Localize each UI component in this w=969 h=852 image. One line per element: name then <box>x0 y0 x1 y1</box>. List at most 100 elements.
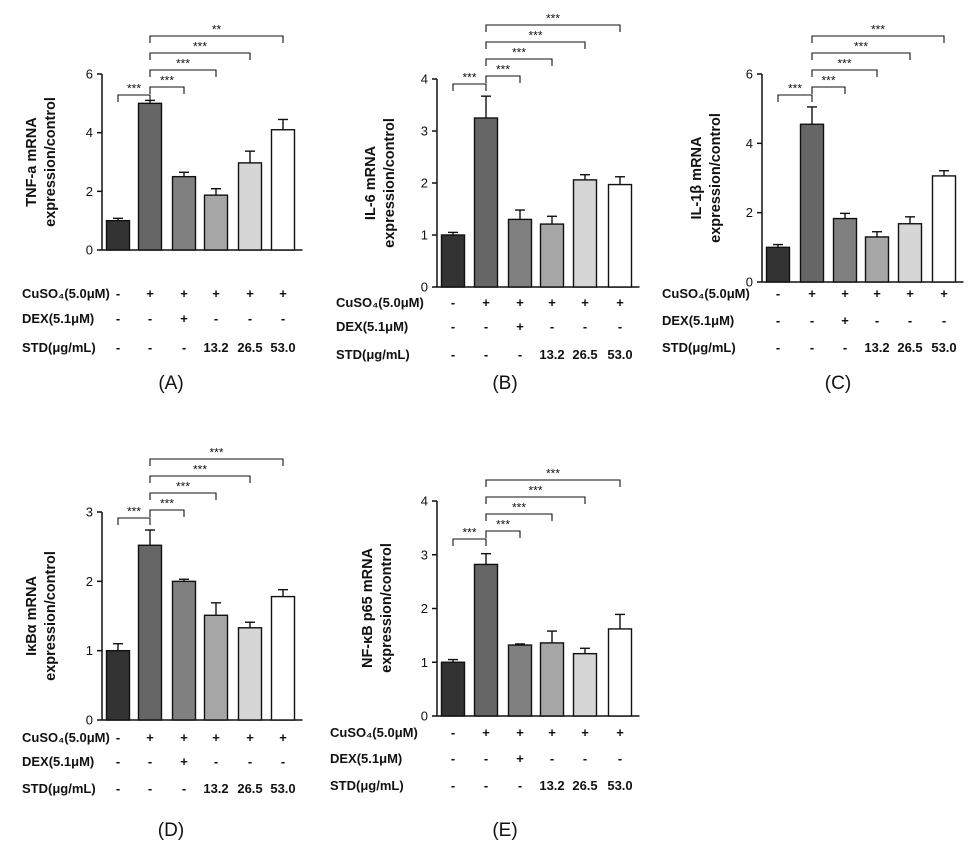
treatment-cell: - <box>484 778 488 793</box>
significance-bracket <box>452 538 487 546</box>
treatment-cell: + <box>212 730 220 745</box>
treatment-cell: + <box>808 286 816 301</box>
significance-bracket <box>149 35 284 43</box>
chart-panel-e: 0 1 2 3 4 NF-κB p65 mRNA expression/control ***… <box>330 467 640 841</box>
treatment-cell: - <box>182 781 186 796</box>
treatment-cell: + <box>548 295 556 310</box>
y-axis-title-line: expression/control <box>379 543 395 673</box>
bar-5 <box>607 628 633 717</box>
treatment-cell: 53.0 <box>270 781 295 796</box>
y-axis-title-line: IL-6 mRNA <box>363 145 379 220</box>
bar-4 <box>897 223 923 283</box>
treatment-cell: + <box>180 286 188 301</box>
significance-bracket <box>811 69 878 77</box>
bar-2 <box>832 217 858 283</box>
treatment-cell: - <box>942 313 946 328</box>
significance-bracket <box>485 58 553 66</box>
treatment-row-label: DEX(5.1μM) <box>330 751 402 766</box>
significance-label: *** <box>193 40 207 54</box>
significance-bracket <box>485 513 553 521</box>
significance-label: *** <box>788 82 802 96</box>
treatment-cell: - <box>484 751 488 766</box>
treatment-cell: + <box>180 311 188 326</box>
treatment-row-label: STD(μg/mL) <box>22 340 96 355</box>
treatment-cell: - <box>843 340 847 355</box>
treatment-cell: 13.2 <box>203 781 228 796</box>
y-tick-label: 4 <box>421 72 428 87</box>
y-tick-label: 3 <box>421 124 428 139</box>
y-axis-title-line: IL-1β mRNA <box>689 136 705 219</box>
bar-0 <box>440 234 466 288</box>
treatment-cell: 53.0 <box>270 340 295 355</box>
treatment-cell: - <box>116 286 120 301</box>
treatment-cell: - <box>908 313 912 328</box>
treatment-cell: + <box>581 295 589 310</box>
y-tick-label: 0 <box>421 280 428 295</box>
significance-bracket <box>149 69 217 77</box>
treatment-cell: + <box>180 730 188 745</box>
significance-bracket <box>149 458 284 466</box>
treatment-row-label: CuSO₄(5.0μM) <box>662 286 750 301</box>
significance-bracket <box>811 35 945 43</box>
y-tick-label: 4 <box>746 136 753 151</box>
panel-label: (B) <box>492 373 517 394</box>
bar-0 <box>765 246 791 283</box>
treatment-cell: + <box>940 286 948 301</box>
treatment-cell: + <box>482 295 490 310</box>
treatment-row-label: STD(μg/mL) <box>22 781 96 796</box>
bar-4 <box>237 162 263 251</box>
y-axis-title-line: NF-κB p65 mRNA <box>360 547 376 668</box>
y-axis-title-line: expression/control <box>382 118 398 248</box>
significance-bracket <box>149 509 185 517</box>
treatment-row-label: CuSO₄(5.0μM) <box>22 286 110 301</box>
panel-label: (A) <box>158 373 183 394</box>
bar-0 <box>105 649 131 721</box>
y-tick-label: 1 <box>421 655 428 670</box>
treatment-row-label: DEX(5.1μM) <box>336 319 408 334</box>
treatment-row-label: CuSO₄(5.0μM) <box>330 725 418 740</box>
bar-5 <box>607 183 633 288</box>
significance-label: *** <box>512 46 526 60</box>
treatment-row-label: CuSO₄(5.0μM) <box>336 295 424 310</box>
significance-bracket <box>117 94 151 102</box>
significance-bracket <box>485 75 521 83</box>
treatment-cell: - <box>776 340 780 355</box>
bar-1 <box>799 123 825 283</box>
treatment-cell: - <box>618 751 622 766</box>
y-tick-label: 4 <box>421 494 428 509</box>
treatment-cell: - <box>148 781 152 796</box>
significance-label: *** <box>496 63 510 77</box>
treatment-cell: + <box>616 295 624 310</box>
treatment-cell: - <box>148 754 152 769</box>
significance-bracket <box>485 24 621 32</box>
treatment-cell: + <box>841 286 849 301</box>
y-tick-label: 2 <box>421 176 428 191</box>
treatment-cell: + <box>841 313 849 328</box>
y-tick-label: 6 <box>86 67 93 82</box>
significance-bracket <box>811 86 846 94</box>
treatment-cell: 53.0 <box>607 778 632 793</box>
bar-0 <box>105 219 131 251</box>
bar-4 <box>572 652 598 717</box>
treatment-cell: + <box>906 286 914 301</box>
treatment-cell: - <box>281 754 285 769</box>
y-tick-label: 0 <box>421 709 428 724</box>
bar-5 <box>270 129 296 251</box>
treatment-row-label: DEX(5.1μM) <box>22 311 94 326</box>
bar-2 <box>171 580 197 721</box>
significance-bracket <box>117 517 151 525</box>
treatment-cell: - <box>451 725 455 740</box>
treatment-cell: + <box>873 286 881 301</box>
significance-bracket <box>777 94 813 102</box>
treatment-cell: 53.0 <box>607 347 632 362</box>
treatment-cell: + <box>616 725 624 740</box>
treatment-cell: - <box>116 754 120 769</box>
significance-label: *** <box>528 29 542 43</box>
bar-1 <box>137 102 163 251</box>
treatment-cell: - <box>116 730 120 745</box>
y-tick-label: 3 <box>86 505 93 520</box>
treatment-cell: + <box>516 751 524 766</box>
